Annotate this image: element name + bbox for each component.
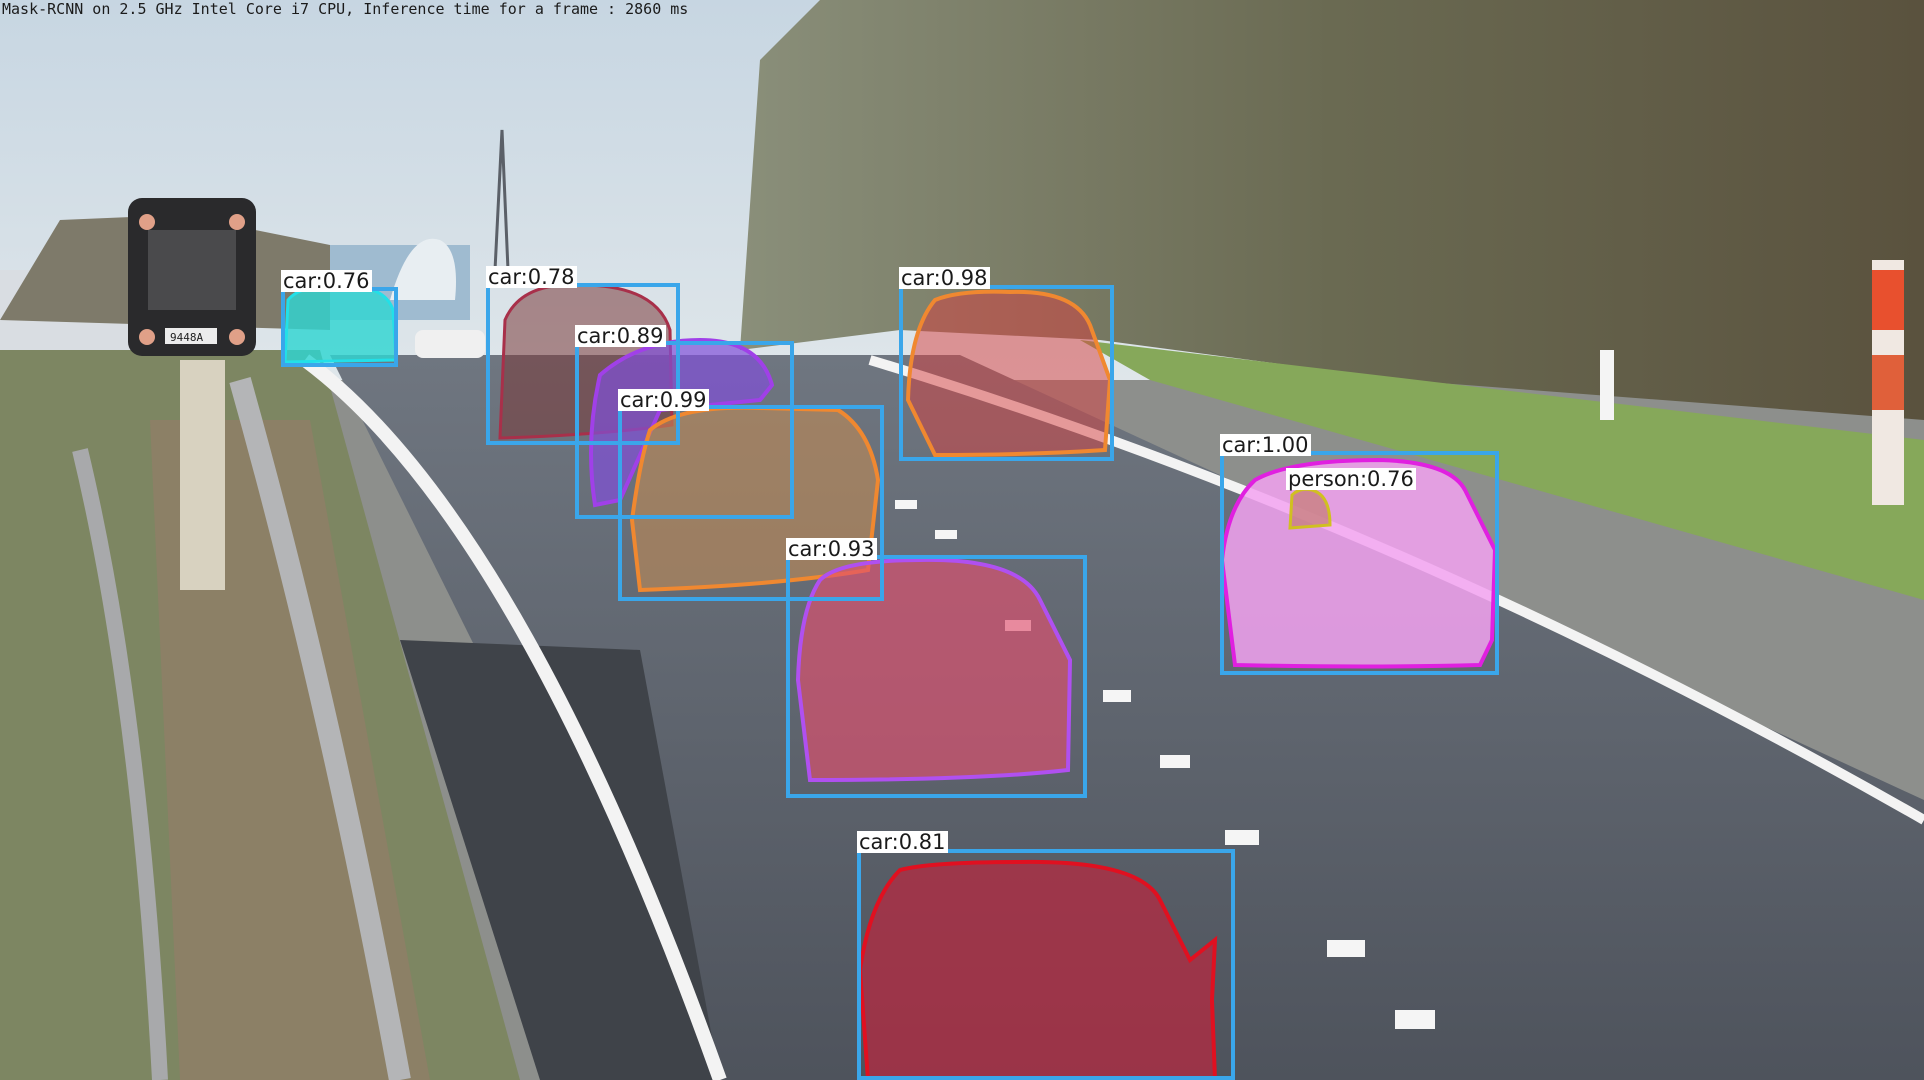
bounding-box-d6 bbox=[1220, 451, 1499, 675]
detection-label-d7: person:0.76 bbox=[1286, 467, 1416, 491]
sign-lamp bbox=[139, 329, 155, 345]
detection-label-d6: car:1.00 bbox=[1220, 433, 1311, 457]
bounding-box-d9 bbox=[857, 849, 1235, 1080]
bounding-box-d8 bbox=[786, 555, 1087, 798]
sign-plate-text: 9448A bbox=[170, 331, 203, 344]
road-shoulder bbox=[400, 640, 720, 1080]
detection-label-d4: car:0.99 bbox=[618, 388, 709, 412]
detection-label-d1: car:0.76 bbox=[281, 269, 372, 293]
bounding-box-d4 bbox=[618, 405, 884, 601]
marker-post-stripe bbox=[1872, 270, 1904, 330]
sign-lamp bbox=[139, 214, 155, 230]
sign-plate bbox=[165, 328, 217, 344]
sign-lamp bbox=[229, 214, 245, 230]
detection-label-d8: car:0.93 bbox=[786, 537, 877, 561]
distant-arch bbox=[390, 238, 456, 300]
right-grass bbox=[1080, 340, 1924, 600]
guard-rail bbox=[229, 377, 411, 1080]
detection-label-d2: car:0.78 bbox=[486, 265, 577, 289]
marker-post-stripe bbox=[1872, 355, 1904, 410]
detection-label-d3: car:0.89 bbox=[575, 324, 666, 348]
distant-car bbox=[415, 330, 485, 358]
matrix-sign-panel bbox=[148, 230, 236, 310]
bounding-box-d3 bbox=[575, 341, 794, 519]
bounding-box-d2 bbox=[486, 283, 680, 445]
marker-post bbox=[1600, 350, 1614, 420]
detection-label-d9: car:0.81 bbox=[857, 830, 948, 854]
sign-lamp bbox=[229, 329, 245, 345]
guard-rail bbox=[72, 448, 168, 1080]
bounding-box-d1 bbox=[281, 287, 398, 367]
sign-post bbox=[180, 360, 225, 590]
inference-caption: Mask-RCNN on 2.5 GHz Intel Core i7 CPU, … bbox=[2, 0, 689, 18]
detection-label-d5: car:0.98 bbox=[899, 266, 990, 290]
bounding-box-d5 bbox=[899, 285, 1114, 461]
road-edge-line-left bbox=[300, 354, 727, 1080]
